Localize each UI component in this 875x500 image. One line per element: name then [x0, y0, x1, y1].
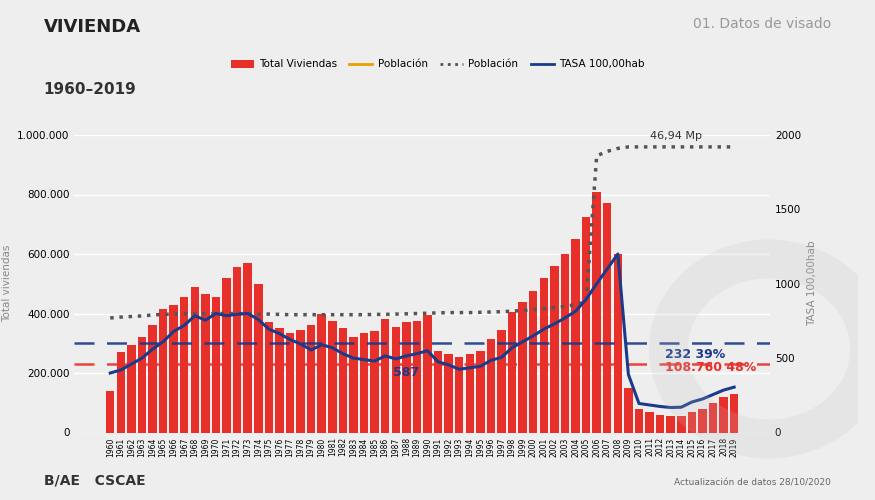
Bar: [677, 416, 685, 432]
Bar: [656, 414, 664, 432]
Bar: [434, 350, 442, 432]
Y-axis label: Total viviendas: Total viviendas: [2, 245, 11, 322]
Bar: [518, 302, 527, 432]
Bar: [191, 286, 199, 432]
Bar: [254, 284, 262, 432]
Bar: [550, 266, 558, 432]
Bar: [402, 322, 410, 432]
Text: 01. Datos de visado: 01. Datos de visado: [693, 18, 831, 32]
Bar: [137, 338, 146, 432]
Text: 587: 587: [393, 366, 419, 378]
Bar: [466, 354, 474, 432]
Bar: [170, 304, 178, 432]
Bar: [212, 297, 220, 432]
Bar: [507, 312, 516, 432]
Bar: [613, 254, 622, 432]
Bar: [127, 344, 136, 432]
Bar: [201, 294, 210, 432]
Bar: [424, 315, 431, 432]
Bar: [106, 391, 115, 432]
Bar: [349, 338, 358, 432]
Bar: [444, 354, 453, 432]
Bar: [297, 330, 304, 432]
Bar: [582, 217, 591, 432]
Bar: [276, 328, 284, 432]
Bar: [667, 416, 675, 432]
Text: VIVIENDA: VIVIENDA: [44, 18, 141, 36]
Text: 46,94 Mp: 46,94 Mp: [650, 131, 703, 141]
Bar: [634, 408, 643, 432]
Bar: [603, 204, 612, 432]
Text: 232 39%: 232 39%: [665, 348, 725, 362]
Text: 108.760 48%: 108.760 48%: [665, 361, 757, 374]
Bar: [339, 328, 347, 432]
Text: Actualización de datos 28/10/2020: Actualización de datos 28/10/2020: [675, 478, 831, 488]
Bar: [360, 333, 368, 432]
Bar: [709, 403, 717, 432]
Bar: [159, 309, 167, 432]
Bar: [571, 239, 580, 432]
Bar: [391, 327, 400, 432]
Bar: [719, 397, 728, 432]
Bar: [243, 263, 252, 432]
Bar: [455, 356, 464, 432]
Bar: [233, 268, 242, 432]
Bar: [318, 314, 326, 432]
Bar: [730, 394, 738, 432]
Bar: [698, 408, 707, 432]
Legend: Total Viviendas, Población, Población, TASA 100,00hab: Total Viviendas, Población, Población, T…: [227, 55, 648, 74]
Bar: [561, 254, 569, 432]
Text: B/AE   CSCAE: B/AE CSCAE: [44, 474, 145, 488]
Bar: [381, 320, 389, 432]
Bar: [370, 332, 379, 432]
Bar: [264, 322, 273, 432]
Text: 1960–2019: 1960–2019: [44, 82, 136, 98]
Bar: [529, 291, 537, 432]
Bar: [286, 333, 294, 432]
Bar: [624, 388, 633, 432]
Text: 2.042: 2.042: [0, 499, 1, 500]
Bar: [487, 339, 495, 432]
Bar: [148, 326, 157, 432]
Bar: [540, 278, 548, 432]
Bar: [180, 297, 188, 432]
Bar: [646, 412, 654, 432]
Y-axis label: TASA 100,00hab: TASA 100,00hab: [807, 241, 816, 326]
Bar: [307, 326, 315, 432]
Bar: [222, 278, 231, 432]
Bar: [592, 192, 601, 432]
Bar: [328, 321, 337, 432]
Bar: [413, 321, 421, 432]
Bar: [476, 350, 485, 432]
Bar: [497, 330, 506, 432]
Bar: [688, 412, 696, 432]
Bar: [116, 352, 125, 432]
